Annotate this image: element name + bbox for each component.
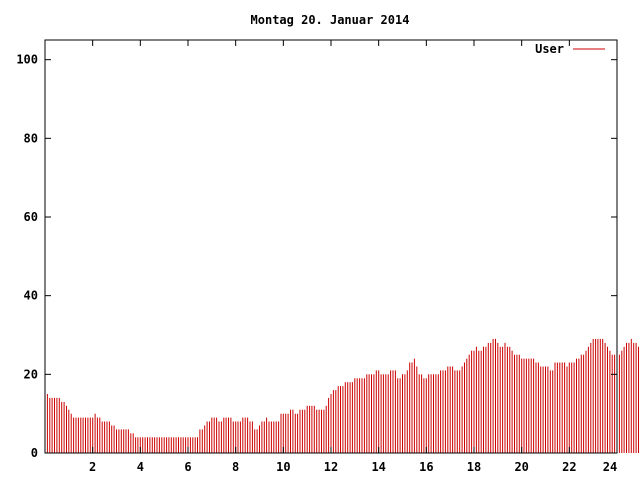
y-tick-label: 20 [24,367,38,381]
x-tick-label: 18 [467,460,481,474]
y-tick-label: 0 [31,446,38,460]
chart-title: Montag 20. Januar 2014 [251,13,410,27]
y-tick-label: 60 [24,210,38,224]
x-tick-label: 20 [514,460,528,474]
x-tick-label: 8 [232,460,239,474]
bar-series [44,338,639,453]
y-tick-label: 100 [16,53,38,67]
x-tick-label: 24 [603,460,617,474]
x-tick-label: 10 [276,460,290,474]
x-tick-label: 6 [184,460,191,474]
y-tick-label: 40 [24,289,38,303]
x-tick-label: 14 [371,460,385,474]
y-tick-label: 80 [24,131,38,145]
x-tick-label: 2 [89,460,96,474]
x-tick-label: 4 [137,460,144,474]
x-axis: 2 4 6 8 10 12 14 16 18 20 22 24 [89,40,618,474]
x-tick-label: 22 [562,460,576,474]
x-tick-label: 12 [324,460,338,474]
legend-label: User [535,42,564,56]
legend: User [535,42,605,56]
x-tick-label: 16 [419,460,433,474]
y-axis: 0 20 40 60 80 100 [16,53,617,460]
